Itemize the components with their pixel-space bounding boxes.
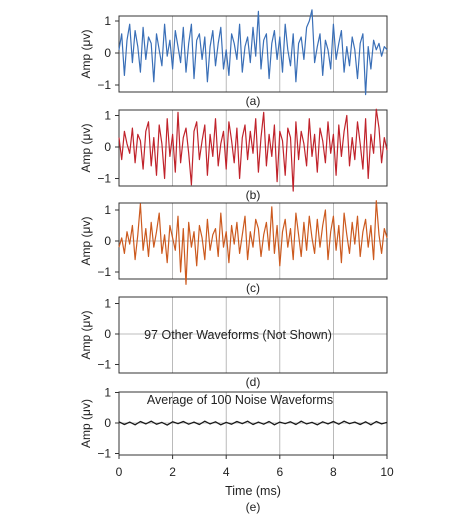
waveform-line-c	[118, 200, 388, 285]
waveform-line-e	[118, 420, 388, 426]
ylabel-e: Amp (μv)	[79, 399, 93, 448]
x-tick-label: 6	[276, 465, 283, 479]
annotation-d: 97 Other Waveforms (Not Shown)	[144, 328, 332, 342]
ylabel-b: Amp (μv)	[79, 124, 93, 173]
x-tick-label: 2	[169, 465, 176, 479]
panel-label-d: (d)	[246, 375, 261, 389]
xlabel-e: Time (ms)	[225, 484, 281, 498]
y-tick-label: 1	[104, 109, 111, 123]
panel-label-c: (c)	[246, 281, 260, 295]
y-tick-label: −1	[97, 172, 111, 186]
y-tick-label: 1	[104, 203, 111, 217]
y-tick-label: 1	[104, 297, 111, 311]
ylabel-a: Amp (μv)	[79, 30, 93, 79]
panel-c: Amp (μv) (c) −1 0 1	[79, 200, 388, 295]
waveform-line-b	[118, 108, 388, 192]
y-tick-label: −1	[97, 447, 111, 461]
plot-frame-a	[118, 15, 388, 93]
y-tick-label: −1	[97, 265, 111, 279]
waveform-line-a	[118, 9, 388, 96]
y-tick-label: 1	[104, 386, 111, 400]
y-tick-label: −1	[97, 78, 111, 92]
panel-label-a: (a)	[246, 94, 261, 108]
panel-e: Amp (μv) Average of 100 Noise Waveforms …	[79, 386, 394, 515]
panel-a: Amp (μv) (a) −1 0 1	[79, 9, 388, 108]
y-tick-label: 0	[104, 327, 111, 341]
y-tick-label: 0	[104, 416, 111, 430]
y-tick-label: 0	[104, 140, 111, 154]
y-tick-label: −1	[97, 358, 111, 372]
panel-d: Amp (μv) 97 Other Waveforms (Not Shown) …	[79, 296, 388, 389]
x-tick-label: 10	[380, 465, 394, 479]
ylabel-c: Amp (μv)	[79, 217, 93, 266]
panel-label-e: (e)	[246, 500, 261, 514]
annotation-e: Average of 100 Noise Waveforms	[147, 393, 333, 407]
panel-b: Amp (μv) (b) −1 0 1	[79, 108, 388, 202]
y-tick-label: 0	[104, 234, 111, 248]
x-tick-label: 4	[223, 465, 230, 479]
plot-frame-d	[118, 296, 388, 374]
ylabel-d: Amp (μv)	[79, 311, 93, 360]
x-tick-label: 8	[330, 465, 337, 479]
y-tick-label: 0	[104, 46, 111, 60]
y-tick-label: 1	[104, 14, 111, 28]
x-tick-label: 0	[116, 465, 123, 479]
panel-label-b: (b)	[246, 188, 261, 202]
